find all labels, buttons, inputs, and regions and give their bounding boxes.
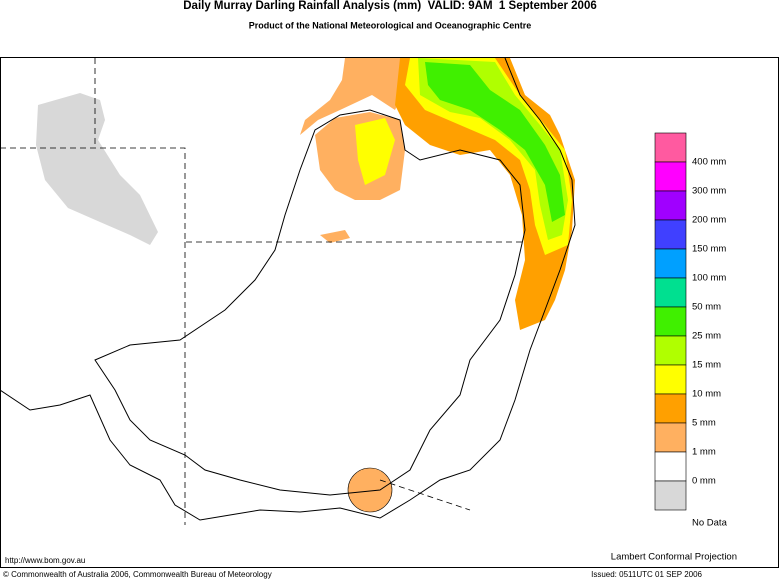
legend-label: 0 mm	[692, 476, 716, 487]
legend-swatch	[654, 219, 687, 250]
legend: 400 mm 300 mm 200 mm 150 mm 100 mm 50 mm 25 mm…	[654, 132, 728, 529]
state-border	[0, 58, 525, 525]
legend-label: 400 mm	[692, 157, 726, 168]
legend-label: 25 mm	[692, 331, 721, 342]
legend-label: 100 mm	[692, 273, 726, 284]
map-subtitle: Product of the National Meteorological a…	[249, 20, 532, 30]
legend-swatch	[654, 393, 687, 424]
map-area	[0, 57, 576, 525]
rain-area	[425, 62, 565, 222]
map-title: Daily Murray Darling Rainfall Analysis (…	[183, 0, 596, 12]
projection: Lambert Conformal Projection	[611, 552, 737, 563]
rain-area	[347, 467, 393, 513]
legend-label: 50 mm	[692, 302, 721, 313]
legend-swatch	[654, 422, 687, 453]
issued: Issued: 0511UTC 01 SEP 2006	[591, 570, 702, 579]
legend-label: 15 mm	[692, 360, 721, 371]
coastline	[0, 57, 576, 521]
url: http://www.bom.gov.au	[5, 556, 85, 565]
legend-label: 1 mm	[692, 447, 716, 458]
copyright: © Commonwealth of Australia 2006, Common…	[3, 570, 272, 579]
legend-label: 10 mm	[692, 389, 721, 400]
no-data-area	[36, 93, 158, 245]
rain-area	[355, 118, 395, 185]
legend-swatch	[654, 161, 687, 192]
rain-area	[300, 58, 410, 135]
legend-swatch	[654, 132, 687, 163]
rain-area	[320, 230, 350, 243]
legend-label: 150 mm	[692, 244, 726, 255]
legend-swatch	[654, 248, 687, 279]
legend-swatch	[654, 277, 687, 308]
legend-label: 5 mm	[692, 418, 716, 429]
legend-swatch	[654, 306, 687, 337]
basin-boundary	[94, 109, 526, 496]
legend-swatch	[654, 480, 687, 511]
legend-label: 200 mm	[692, 215, 726, 226]
legend-label: 300 mm	[692, 186, 726, 197]
legend-swatch	[654, 364, 687, 395]
legend-label: No Data	[692, 518, 728, 529]
legend-swatch	[654, 451, 687, 482]
legend-swatch	[654, 190, 687, 221]
legend-swatch	[654, 335, 687, 366]
